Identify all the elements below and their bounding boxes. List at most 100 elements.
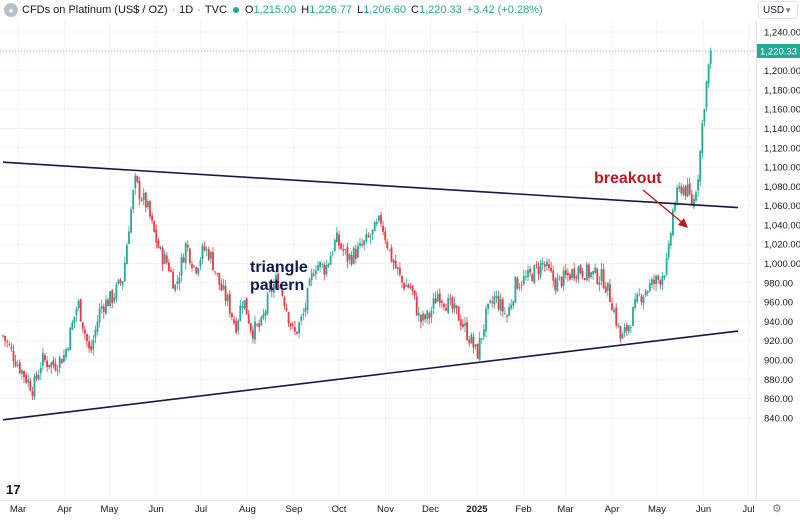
candle-body [535, 264, 538, 266]
breakout-arrow [642, 189, 685, 225]
candle-body [174, 284, 177, 291]
candle-body [449, 298, 452, 300]
candle-body [128, 231, 130, 245]
candle-body [609, 284, 611, 302]
candle-body [512, 301, 515, 306]
candle-body [462, 324, 464, 327]
candle-body [550, 267, 552, 272]
candle-body [193, 265, 195, 267]
candle-body [508, 307, 510, 316]
candle-body [168, 262, 170, 271]
candle-body [92, 340, 95, 350]
candle-body [123, 262, 126, 282]
candle-body [212, 252, 214, 271]
candle-body [210, 251, 212, 259]
candle-body [126, 245, 128, 265]
candle-body [407, 284, 410, 288]
candle-body [331, 253, 334, 255]
candle-body [184, 243, 187, 264]
currency-selector[interactable]: USD ▼ [758, 1, 798, 19]
x-tick-label: May [101, 504, 119, 515]
upper-trendline[interactable] [2, 161, 739, 209]
candle-body [65, 349, 67, 358]
candle-body [451, 297, 454, 309]
candle-body [199, 260, 202, 267]
candle-body [533, 265, 536, 284]
candle-body [4, 335, 6, 341]
candle-body [88, 341, 90, 349]
candle-body [119, 280, 122, 283]
candle-body [247, 314, 250, 324]
candle-body [648, 283, 651, 291]
candle-body [701, 123, 704, 154]
candle-body [369, 236, 372, 238]
candle-body [506, 315, 508, 317]
candle-body [569, 274, 571, 280]
settings-gear-icon[interactable]: ⚙ [772, 503, 782, 515]
candle-body [615, 307, 618, 326]
candle-body [58, 356, 61, 368]
candle-body [197, 267, 200, 274]
candle-body [546, 261, 548, 267]
y-tick-label: 900.00 [764, 355, 793, 366]
candle-body [600, 269, 603, 281]
x-tick-label: Sep [286, 504, 303, 515]
candle-body [684, 185, 687, 197]
candle-body [130, 209, 132, 233]
candle-body [214, 271, 216, 273]
candle-body [147, 201, 149, 208]
candle-body [487, 303, 489, 309]
candle-body [86, 334, 88, 342]
interval-label[interactable]: 1D [179, 4, 194, 16]
candle-body [2, 335, 4, 337]
candle-body [602, 269, 605, 288]
candle-body [669, 233, 672, 246]
candle-body [31, 391, 34, 396]
candle-body [558, 275, 561, 277]
candle-body [623, 327, 626, 333]
candle-body [262, 314, 265, 318]
candle-body [613, 309, 615, 312]
symbol-title[interactable]: CFDs on Platinum (US$ / OZ) [22, 4, 168, 16]
candle-body [489, 300, 492, 303]
candle-body [81, 322, 84, 329]
candle-body [338, 234, 340, 246]
chart-legend: ● CFDs on Platinum (US$ / OZ) · 1D · TVC… [0, 0, 548, 20]
candle-body [483, 329, 485, 337]
candle-body [306, 288, 309, 311]
candle-body [432, 298, 435, 309]
candle-body [424, 314, 426, 320]
candle-body [438, 293, 441, 304]
candle-body [695, 192, 697, 201]
candle-body [384, 231, 387, 241]
candle-body [548, 263, 550, 269]
candle-body [50, 362, 53, 368]
candle-body [514, 276, 517, 303]
candle-body [252, 330, 254, 339]
candle-body [632, 307, 634, 326]
candle-body [625, 324, 628, 331]
candle-body [359, 242, 361, 246]
lower-trendline[interactable] [2, 330, 739, 421]
candle-body [493, 296, 496, 305]
candle-body [468, 339, 471, 344]
candle-body [100, 305, 103, 309]
candle-body [132, 190, 135, 210]
candle-body [348, 254, 351, 260]
candle-body [474, 344, 477, 347]
candle-body [333, 239, 336, 252]
candle-body [422, 313, 424, 321]
candle-body [222, 285, 225, 290]
candle-body [665, 258, 668, 275]
candle-body [417, 312, 420, 316]
candle-body [195, 267, 198, 274]
x-tick-label: Feb [515, 504, 531, 515]
candle-body [693, 198, 695, 207]
candle-body [453, 303, 456, 310]
candle-body [674, 204, 676, 211]
candle-body [564, 270, 567, 276]
x-tick-label: Aug [239, 504, 256, 515]
candle-body [266, 293, 269, 314]
